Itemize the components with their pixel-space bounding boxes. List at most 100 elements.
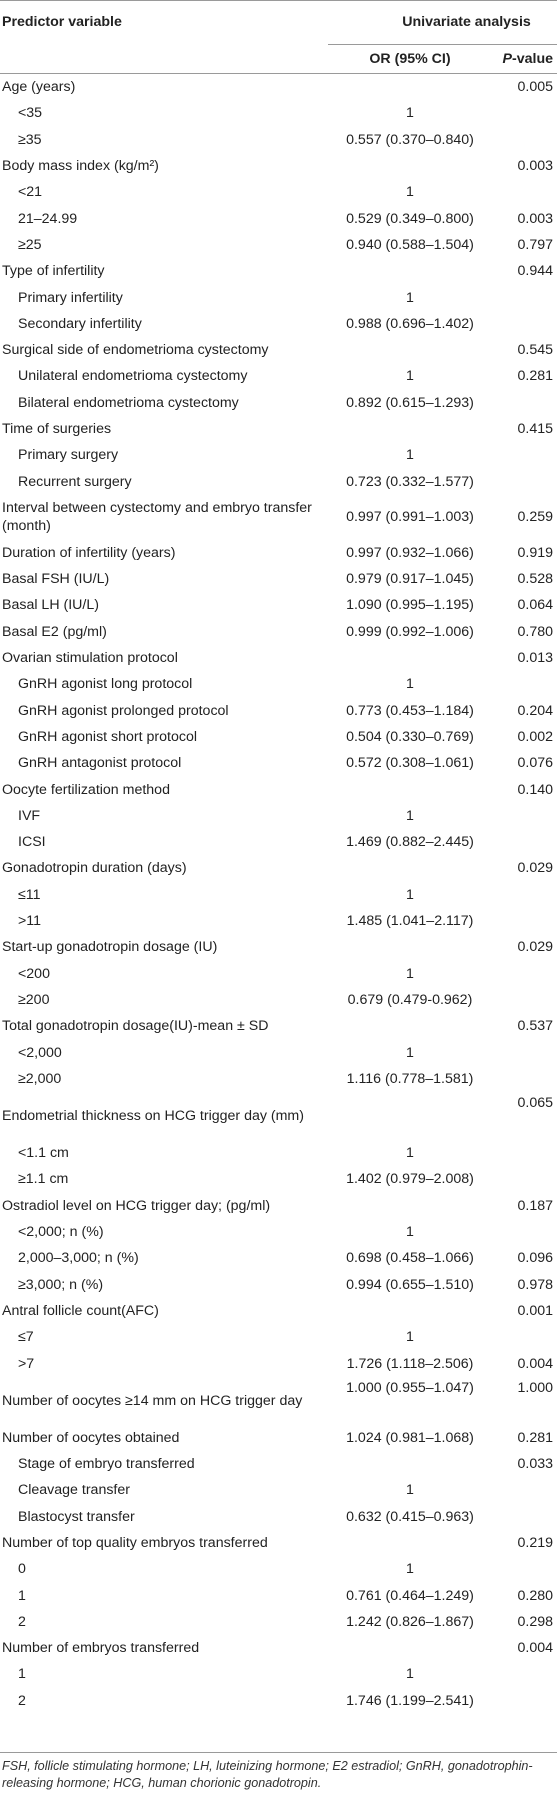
row-p-value: 0.259 [517, 509, 554, 526]
header-or-ci: OR (95% CI) [328, 44, 492, 74]
row-label: ≥200 [18, 991, 50, 1008]
table-footnote: FSH, follicle stimulating hormone; LH, l… [2, 1759, 533, 1790]
row-label: Endometrial thickness on HCG trigger day… [2, 1107, 304, 1124]
row-p-value: 0.537 [517, 1018, 554, 1035]
table-row: Basal E2 (pg/ml) 0.999 (0.992–1.006) 0.780 [0, 619, 557, 645]
row-p-value: 0.065 [517, 1094, 554, 1111]
row-label: ≥2,000 [18, 1070, 62, 1087]
table-row: Primary infertility 1 [0, 284, 557, 310]
row-p-value [492, 1066, 557, 1092]
table-row: Gonadotropin duration (days) 0.029 [0, 855, 557, 881]
row-p-value [492, 1219, 557, 1245]
table-row: Basal LH (IU/L) 1.090 (0.995–1.195) 0.064 [0, 592, 557, 618]
row-p-value [492, 671, 557, 697]
row-label: Duration of infertility (years) [2, 544, 176, 561]
row-label: Surgical side of endometrioma cystectomy [2, 342, 269, 359]
row-or-ci: 0.679 (0.479-0.962) [347, 991, 473, 1008]
row-or-ci: 0.997 (0.932–1.066) [346, 544, 474, 561]
row-label: ICSI [18, 834, 46, 851]
table-row: ≥2,000 1.116 (0.778–1.581) [0, 1066, 557, 1092]
row-label: Cleavage transfer [18, 1482, 130, 1499]
row-or-ci: 0.892 (0.615–1.293) [346, 394, 474, 411]
row-label: 1 [18, 1587, 26, 1604]
table-row: IVF 1 [0, 803, 557, 829]
header-predictor-variable: Predictor variable [2, 14, 122, 31]
row-p-value: 0.919 [517, 544, 554, 561]
row-p-value [492, 390, 557, 416]
table-row: Time of surgeries 0.415 [0, 416, 557, 442]
row-or-ci [328, 1451, 492, 1477]
row-or-ci: 0.761 (0.464–1.249) [346, 1587, 474, 1604]
row-label: Body mass index (kg/m²) [2, 158, 159, 175]
row-or-ci: 1 [406, 886, 414, 903]
row-p-value: 0.029 [517, 860, 554, 877]
row-p-value: 0.076 [517, 755, 554, 772]
row-label: Primary surgery [18, 447, 119, 464]
row-or-ci [328, 1530, 492, 1556]
top-rule [0, 0, 557, 1]
row-or-ci: 1.090 (0.995–1.195) [346, 597, 474, 614]
row-p-value: 1.000 [517, 1379, 554, 1396]
row-p-value [492, 882, 557, 908]
row-label: ≥35 [18, 131, 42, 148]
row-p-value: 0.780 [517, 623, 554, 640]
table-row: Unilateral endometrioma cystectomy 1 0.281 [0, 363, 557, 389]
row-label: <21 [18, 184, 43, 201]
row-p-value: 0.219 [517, 1534, 554, 1551]
row-label: 2,000–3,000; n (%) [18, 1250, 139, 1267]
row-p-value [492, 468, 557, 494]
row-label: >7 [18, 1355, 35, 1372]
row-or-ci [328, 1635, 492, 1661]
row-or-ci: 1 [406, 807, 414, 824]
table-row: Start-up gonadotropin dosage (IU) 0.029 [0, 934, 557, 960]
row-label: Start-up gonadotropin dosage (IU) [2, 939, 218, 956]
table-row: <35 1 [0, 100, 557, 126]
row-or-ci: 1 [406, 1482, 414, 1499]
row-label: Unilateral endometrioma cystectomy [18, 368, 248, 385]
table-row: >11 1.485 (1.041–2.117) [0, 908, 557, 934]
row-p-value: 0.004 [517, 1640, 554, 1657]
row-or-ci: 1.116 (0.778–1.581) [346, 1070, 474, 1087]
row-label: Number of embryos transferred [2, 1640, 200, 1657]
row-label: GnRH agonist short protocol [18, 728, 198, 745]
row-label: Recurrent surgery [18, 473, 132, 490]
table-row: <200 1 [0, 961, 557, 987]
row-label: Number of oocytes obtained [2, 1429, 180, 1446]
table-row: 2 1.242 (0.826–1.867) 0.298 [0, 1609, 557, 1635]
row-or-ci [328, 153, 492, 179]
row-or-ci: 0.723 (0.332–1.577) [346, 473, 474, 490]
row-or-ci [328, 855, 492, 881]
row-or-ci: 1.469 (0.882–2.445) [346, 834, 474, 851]
row-p-value [492, 1504, 557, 1530]
row-label: 0 [18, 1561, 26, 1578]
table-row: 2,000–3,000; n (%) 0.698 (0.458–1.066) 0.0… [0, 1245, 557, 1271]
row-or-ci: 0.999 (0.992–1.006) [346, 623, 474, 640]
table-row: <1.1 cm 1 [0, 1140, 557, 1166]
row-or-ci [328, 1298, 492, 1324]
table-row: Ostradiol level on HCG trigger day; (pg/… [0, 1193, 557, 1219]
row-p-value: 0.140 [517, 781, 554, 798]
row-p-value [492, 908, 557, 934]
table-row: Total gonadotropin dosage(IU)-mean ± SD 0… [0, 1013, 557, 1039]
row-or-ci: 0.773 (0.453–1.184) [346, 702, 474, 719]
row-label: 2 [18, 1692, 26, 1709]
row-or-ci [328, 1193, 492, 1219]
row-or-ci [328, 1013, 492, 1039]
row-p-value: 0.005 [492, 73, 557, 101]
row-p-value: 0.003 [517, 210, 554, 227]
row-label: Basal E2 (pg/ml) [2, 623, 107, 640]
table-row: 1 0.761 (0.464–1.249) 0.280 [0, 1582, 557, 1608]
table-row: Antral follicle count(AFC) 0.001 [0, 1298, 557, 1324]
row-or-ci: 1 [406, 965, 414, 982]
header-p-value: P-value [492, 44, 557, 74]
row-p-value [492, 961, 557, 987]
row-label: Total gonadotropin dosage(IU)-mean ± SD [2, 1018, 269, 1035]
row-label: ≥25 [18, 236, 42, 253]
row-p-value: 0.187 [517, 1197, 554, 1214]
row-p-value [492, 1166, 557, 1192]
table-row: Secondary infertility 0.988 (0.696–1.402) [0, 311, 557, 337]
row-label: 1 [18, 1666, 26, 1683]
row-or-ci: 0.994 (0.655–1.510) [346, 1276, 474, 1293]
row-label: Stage of embryo transferred [18, 1456, 195, 1473]
row-or-ci [328, 416, 492, 442]
